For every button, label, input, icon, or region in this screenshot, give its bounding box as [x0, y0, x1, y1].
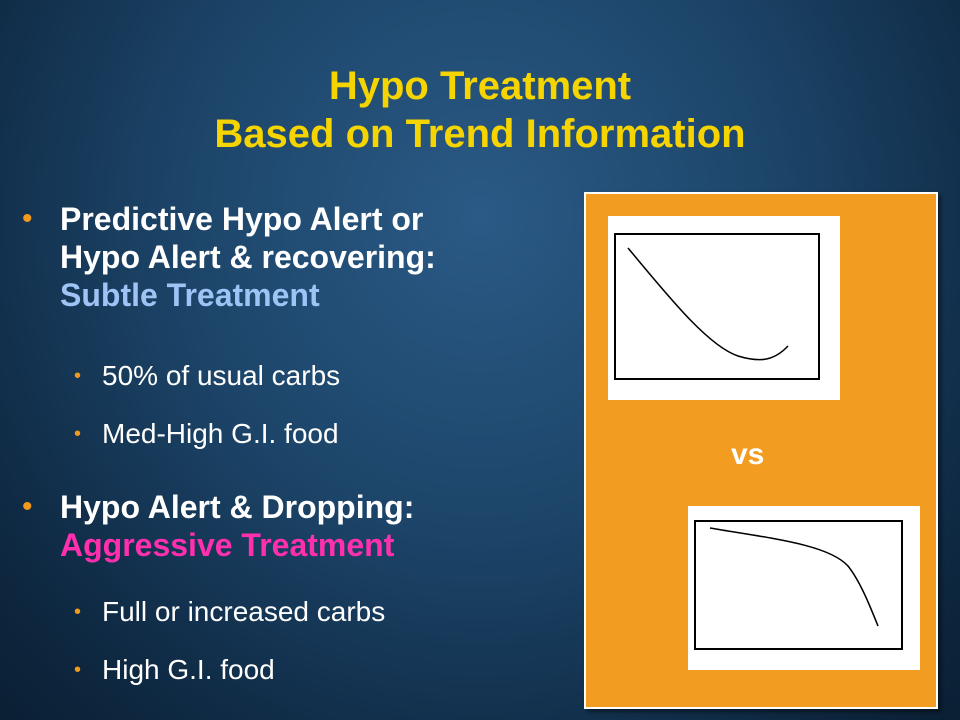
trend-graph-recovering-svg: [614, 233, 820, 380]
bullet-2-text: Hypo Alert & Dropping: Aggressive Treatm…: [60, 488, 580, 564]
sub-bullet-dot-icon: •: [74, 423, 82, 445]
bullet-1-text: Predictive Hypo Alert or Hypo Alert & re…: [60, 200, 580, 314]
sub-bullet-text: Med-High G.I. food: [102, 418, 339, 449]
title-line-1: Hypo Treatment: [328, 64, 632, 108]
sub-bullet-dot-icon: •: [74, 365, 82, 387]
bullet-2-line-1: Hypo Alert & Dropping:: [60, 489, 415, 525]
trend-graph-dropping-svg: [694, 520, 903, 650]
sub-bullet-text: 50% of usual carbs: [102, 360, 341, 391]
bullet-1-highlight: Subtle Treatment: [60, 277, 320, 313]
vs-label: vs: [731, 438, 765, 471]
sub-bullet-dot-icon: •: [74, 601, 82, 623]
trend-graph-dropping: [688, 506, 920, 670]
bullet-dot-icon: •: [22, 202, 33, 235]
trend-graph-recovering: [608, 216, 840, 400]
bullet-1-line-1: Predictive Hypo Alert or: [60, 201, 424, 237]
slide-title: Hypo Treatment Based on Trend Informatio…: [0, 62, 960, 158]
trend-panel: vs: [584, 192, 938, 709]
sub-bullet-dot-icon: •: [74, 659, 82, 681]
bullet-1-line-2: Hypo Alert & recovering:: [60, 239, 436, 275]
sub-bullet-text: Full or increased carbs: [102, 596, 386, 627]
bullet-dot-icon: •: [22, 490, 33, 523]
title-line-2: Based on Trend Information: [214, 112, 746, 156]
bullet-2-highlight: Aggressive Treatment: [60, 527, 395, 563]
sub-bullet-text: High G.I. food: [102, 654, 275, 685]
